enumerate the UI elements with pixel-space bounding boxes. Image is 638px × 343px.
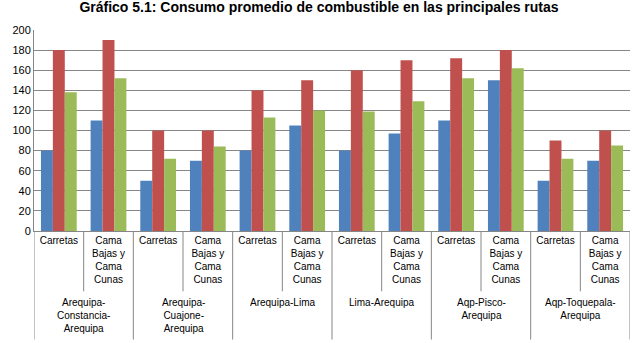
svg-text:200: 200 [12,24,30,36]
svg-text:60: 60 [19,165,31,177]
svg-text:Lima-Arequipa: Lima-Arequipa [349,297,414,308]
svg-text:Carretas: Carretas [238,235,276,246]
svg-text:120: 120 [12,104,30,116]
svg-text:Arequipa-Lima: Arequipa-Lima [250,297,315,308]
svg-text:Arequipa-Cuajone-Arequipa: Arequipa-Cuajone-Arequipa [162,297,205,334]
svg-text:Carretas: Carretas [536,235,574,246]
svg-text:0: 0 [25,225,31,237]
svg-text:CamaBajas yCamaCunas: CamaBajas yCamaCunas [390,235,423,285]
svg-text:CamaBajas yCamaCunas: CamaBajas yCamaCunas [291,235,324,285]
svg-text:CamaBajas yCamaCunas: CamaBajas yCamaCunas [191,235,224,285]
svg-text:180: 180 [12,44,30,56]
svg-text:Aqp-Toquepala-Arequipa: Aqp-Toquepala-Arequipa [545,297,616,321]
svg-text:Carretas: Carretas [40,235,78,246]
svg-text:Aqp-Pisco-Arequipa: Aqp-Pisco-Arequipa [457,297,506,321]
svg-text:CamaBajas yCamaCunas: CamaBajas yCamaCunas [589,235,622,285]
svg-text:Gráfico 5.1: Consumo promedio: Gráfico 5.1: Consumo promedio de combust… [79,0,558,15]
svg-text:20: 20 [19,205,31,217]
svg-text:Arequipa-Constancia-Arequipa: Arequipa-Constancia-Arequipa [57,297,110,334]
svg-text:Carretas: Carretas [139,235,177,246]
svg-text:Carretas: Carretas [437,235,475,246]
svg-text:160: 160 [12,64,30,76]
svg-text:CamaBajas yCamaCunas: CamaBajas yCamaCunas [92,235,125,285]
svg-text:100: 100 [12,124,30,136]
svg-text:140: 140 [12,84,30,96]
svg-text:CamaBajas yCamaCunas: CamaBajas yCamaCunas [489,235,522,285]
svg-text:40: 40 [19,185,31,197]
svg-text:Carretas: Carretas [338,235,376,246]
svg-text:80: 80 [19,144,31,156]
